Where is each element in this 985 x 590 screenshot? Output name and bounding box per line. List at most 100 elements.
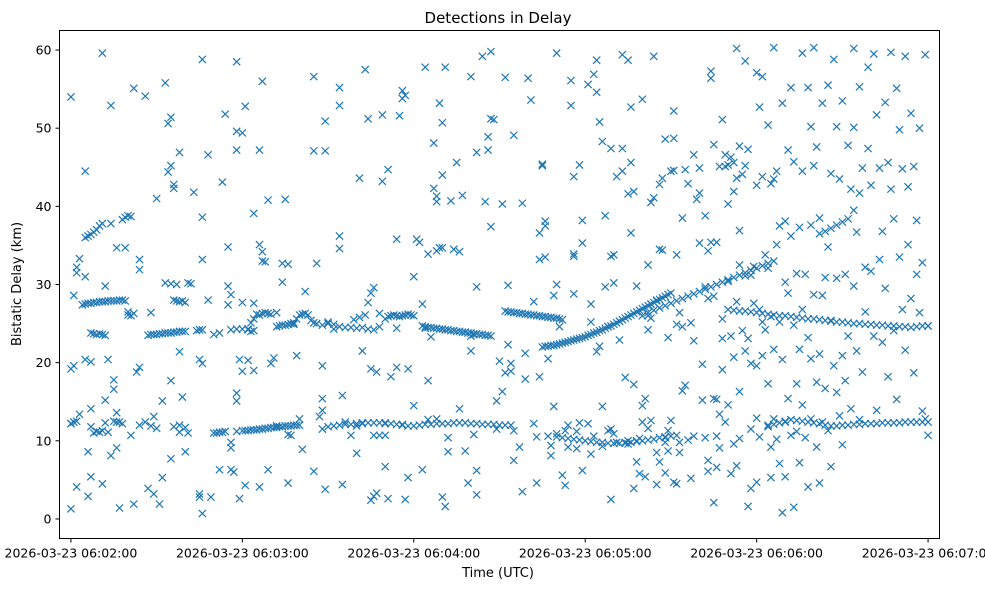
data-point-x-marker bbox=[629, 187, 638, 196]
data-point-x-marker bbox=[84, 447, 93, 456]
data-point-x-marker bbox=[175, 327, 184, 336]
data-point-x-marker bbox=[175, 347, 184, 356]
data-point-x-marker bbox=[575, 418, 584, 427]
data-point-x-marker bbox=[472, 466, 481, 475]
data-point-x-marker bbox=[764, 264, 773, 273]
data-point-x-marker bbox=[586, 317, 595, 327]
data-point-x-marker bbox=[644, 325, 653, 334]
data-point-x-marker bbox=[232, 389, 241, 398]
data-point-x-marker bbox=[466, 419, 475, 428]
data-point-x-marker bbox=[589, 70, 598, 79]
data-point-x-marker bbox=[712, 238, 721, 247]
data-point-x-marker bbox=[798, 49, 807, 58]
data-point-x-marker bbox=[101, 282, 110, 291]
data-point-x-marker bbox=[624, 439, 633, 448]
data-point-x-marker bbox=[438, 118, 447, 127]
data-point-x-marker bbox=[86, 404, 95, 413]
data-point-x-marker bbox=[852, 228, 861, 237]
data-point-x-marker bbox=[649, 52, 658, 61]
data-point-x-marker bbox=[504, 340, 513, 349]
data-point-x-marker bbox=[578, 333, 587, 342]
data-point-x-marker bbox=[672, 479, 681, 488]
data-point-x-marker bbox=[729, 273, 738, 282]
data-point-x-marker bbox=[838, 421, 847, 430]
data-point-x-marker bbox=[866, 181, 875, 190]
data-point-x-marker bbox=[629, 484, 638, 493]
data-point-x-marker bbox=[898, 305, 907, 314]
data-point-x-marker bbox=[672, 250, 681, 259]
data-point-x-marker bbox=[826, 224, 835, 233]
data-point-x-marker bbox=[626, 158, 635, 167]
data-point-x-marker bbox=[386, 372, 395, 381]
data-point-x-marker bbox=[126, 431, 135, 440]
data-point-x-marker bbox=[198, 213, 207, 222]
data-point-x-marker bbox=[906, 418, 915, 427]
data-point-x-marker bbox=[546, 451, 555, 460]
data-point-x-marker bbox=[709, 394, 718, 403]
data-point-x-marker bbox=[518, 487, 527, 496]
data-point-x-marker bbox=[855, 415, 864, 424]
data-point-x-marker bbox=[78, 300, 87, 309]
data-point-x-marker bbox=[604, 439, 613, 448]
data-point-x-marker bbox=[152, 194, 161, 203]
data-point-x-marker bbox=[506, 421, 515, 430]
data-point-x-marker bbox=[75, 254, 84, 263]
data-point-x-marker bbox=[769, 257, 778, 266]
data-point-x-marker bbox=[901, 418, 910, 427]
data-point-x-marker bbox=[852, 346, 861, 355]
plot-frame bbox=[59, 30, 940, 539]
data-points bbox=[66, 43, 933, 518]
x-tick-label: 2026-03-23 06:06:00 bbox=[690, 546, 823, 561]
data-point-x-marker bbox=[495, 421, 504, 430]
data-point-x-marker bbox=[549, 291, 558, 300]
data-point-x-marker bbox=[318, 394, 327, 403]
data-point-x-marker bbox=[492, 425, 501, 434]
data-point-x-marker bbox=[901, 346, 910, 355]
data-point-x-marker bbox=[869, 49, 878, 58]
data-point-x-marker bbox=[146, 308, 155, 317]
y-tick-label: 30 bbox=[36, 277, 52, 292]
data-point-x-marker bbox=[578, 466, 587, 475]
data-point-x-marker bbox=[838, 440, 847, 449]
data-point-x-marker bbox=[689, 150, 698, 159]
data-point-x-marker bbox=[892, 395, 901, 404]
data-point-x-marker bbox=[735, 307, 744, 316]
data-point-x-marker bbox=[909, 368, 918, 377]
data-point-x-marker bbox=[198, 55, 207, 64]
data-point-x-marker bbox=[804, 482, 813, 491]
data-point-x-marker bbox=[486, 332, 495, 341]
data-point-x-marker bbox=[592, 438, 601, 447]
data-point-x-marker bbox=[484, 132, 493, 141]
data-point-x-marker bbox=[712, 395, 721, 404]
data-point-x-marker bbox=[778, 99, 787, 108]
data-point-x-marker bbox=[552, 314, 561, 323]
data-point-x-marker bbox=[626, 103, 635, 112]
data-point-x-marker bbox=[458, 191, 467, 200]
data-point-x-marker bbox=[232, 146, 241, 155]
data-point-x-marker bbox=[624, 436, 633, 445]
data-point-x-marker bbox=[166, 113, 175, 122]
data-point-x-marker bbox=[824, 242, 833, 252]
data-point-x-marker bbox=[449, 418, 458, 427]
data-point-x-marker bbox=[786, 83, 795, 92]
data-point-x-marker bbox=[861, 307, 870, 316]
data-point-x-marker bbox=[401, 310, 410, 320]
data-point-x-marker bbox=[641, 394, 650, 403]
data-point-x-marker bbox=[741, 56, 750, 66]
data-point-x-marker bbox=[772, 435, 781, 444]
data-point-x-marker bbox=[792, 427, 801, 436]
data-point-x-marker bbox=[218, 178, 227, 187]
data-point-x-marker bbox=[166, 161, 175, 170]
data-point-x-marker bbox=[789, 157, 798, 166]
data-point-x-marker bbox=[544, 354, 553, 363]
data-point-x-marker bbox=[555, 322, 564, 331]
data-point-x-marker bbox=[758, 172, 767, 181]
data-point-x-marker bbox=[501, 368, 510, 377]
data-point-x-marker bbox=[766, 312, 775, 321]
data-point-x-marker bbox=[732, 44, 741, 53]
data-point-x-marker bbox=[409, 311, 418, 320]
data-point-x-marker bbox=[92, 330, 101, 339]
data-point-x-marker bbox=[895, 125, 904, 134]
data-point-x-marker bbox=[441, 502, 450, 511]
data-point-x-marker bbox=[781, 472, 790, 481]
